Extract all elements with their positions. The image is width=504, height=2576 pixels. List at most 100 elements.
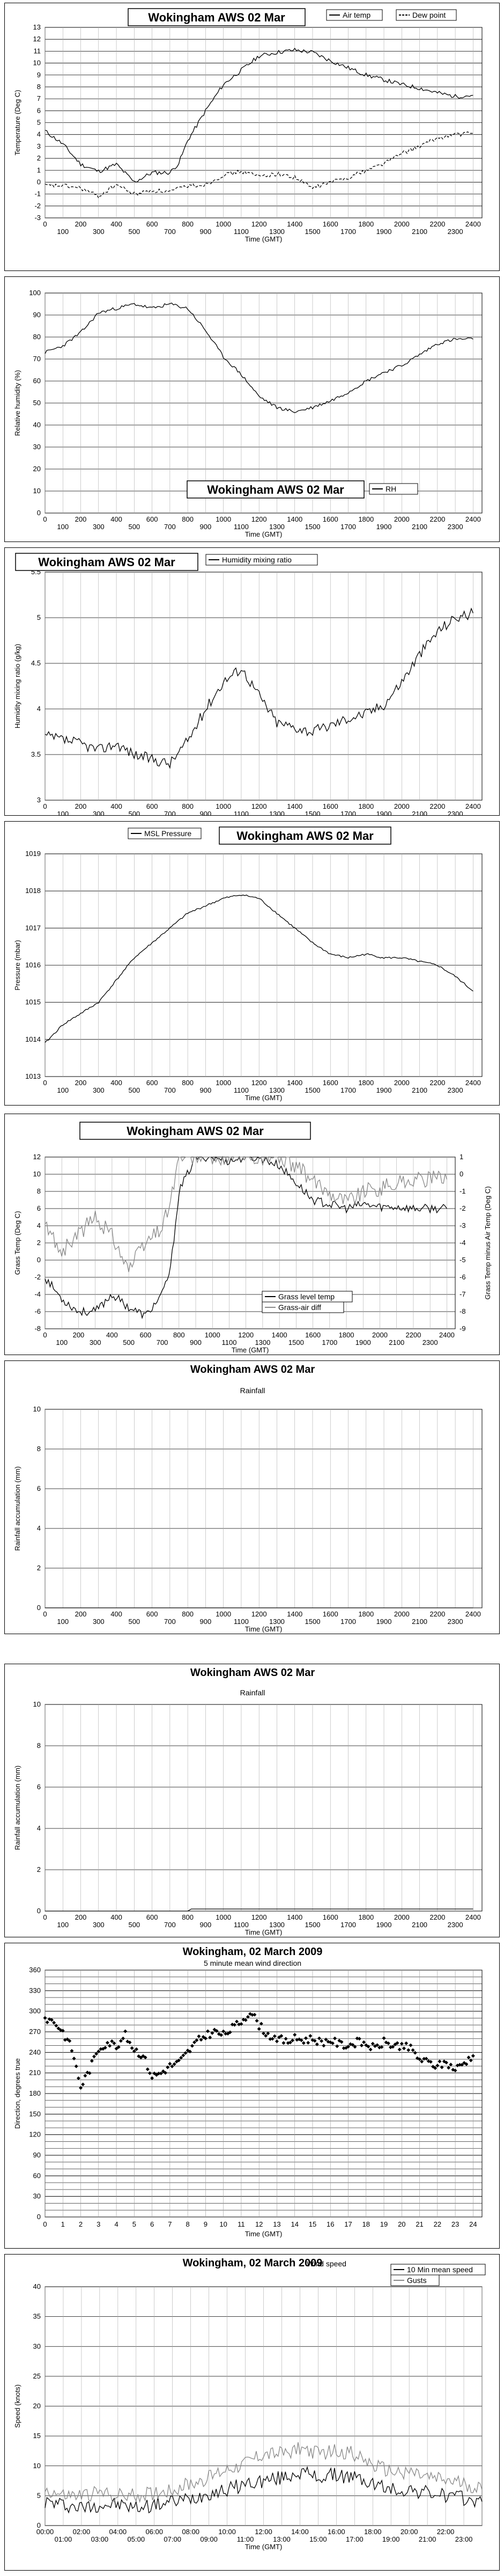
data-point [188, 2050, 192, 2054]
data-point [45, 2020, 49, 2024]
x-tick-label: 24 [469, 2220, 477, 2228]
chart-subtitle: Rainfall [240, 1688, 265, 1697]
data-point [52, 2021, 56, 2025]
x-tick-label: 17 [344, 2220, 352, 2228]
x-tick-label: 1700 [340, 523, 356, 531]
x-tick-label: 02:00 [73, 2528, 91, 2536]
y-tick-label: 2 [37, 1564, 41, 1572]
x-tick-label: 600 [146, 1079, 158, 1087]
y-tick-label: 30 [33, 2342, 41, 2350]
x-tick-label: 800 [182, 1610, 194, 1618]
data-point [313, 2039, 317, 2043]
data-point [128, 2040, 132, 2045]
data-point [370, 2041, 375, 2046]
x-tick-label: 900 [200, 1086, 212, 1094]
data-point [152, 2071, 157, 2075]
y-tick-label: 7 [37, 94, 41, 103]
data-point [404, 2041, 409, 2045]
data-point [397, 2047, 402, 2052]
x-tick-label: 1500 [305, 228, 321, 236]
x-tick-label: 700 [164, 1086, 176, 1094]
x-tick-label: 18 [362, 2220, 370, 2228]
data-point [181, 2053, 186, 2058]
data-point [253, 2012, 257, 2017]
legend-label: Gusts [407, 2276, 427, 2285]
data-point [239, 2022, 243, 2026]
x-tick-label: 800 [182, 1079, 194, 1087]
data-point [174, 2060, 179, 2064]
plot-area [45, 1409, 483, 1608]
data-point [471, 2054, 475, 2058]
x-tick-label: 800 [182, 515, 194, 523]
x-tick-label: 2400 [465, 1913, 481, 1921]
x-axis-label: Time (GMT) [232, 1346, 269, 1354]
y-tick-label: 0 [37, 2521, 41, 2529]
data-point [326, 2039, 330, 2044]
chart-panel-9: 0 5 10 15 20 25 30 35 40 00:00 02:00 04:00 06:00 08:0… [4, 2254, 500, 2571]
x-tick-label: 500 [128, 1618, 140, 1626]
chart-panel-6: 0 2 4 6 8 10 0 200 400 600 800 1000 1200 1400 1600 1800… [4, 1360, 500, 1634]
x-tick-label: 17:00 [346, 2535, 364, 2543]
data-point [435, 2063, 440, 2068]
x-tick-label: 1900 [376, 810, 392, 815]
x-tick-label: 300 [93, 1086, 105, 1094]
x-tick-label: 100 [57, 1921, 69, 1929]
x-tick-label: 100 [57, 810, 69, 815]
x-tick-label: 100 [57, 1618, 69, 1626]
x-tick-label: 2000 [394, 1610, 410, 1618]
x-tick-label: 08:00 [182, 2528, 199, 2536]
legend-label: Grass-air diff [278, 1303, 321, 1312]
y2-tick-label: -4 [459, 1239, 466, 1247]
x-tick-label: 2300 [448, 228, 463, 236]
x-axis-label: Time (GMT) [245, 2543, 283, 2551]
y-tick-label: 0 [37, 178, 41, 186]
y-tick-label: 1018 [25, 887, 41, 895]
x-tick-label: 23 [451, 2220, 459, 2228]
data-point [49, 2018, 54, 2022]
y-tick-label: -2 [34, 1273, 41, 1281]
data-point [270, 2037, 275, 2041]
y-tick-label: 8 [37, 1187, 41, 1195]
data-point [63, 2038, 67, 2042]
x-tick-label: 1200 [251, 1610, 267, 1618]
x-tick-label: 400 [110, 1913, 122, 1921]
x-tick-label: 2400 [465, 802, 481, 810]
x-tick-label: 1800 [358, 802, 374, 810]
x-tick-label: 700 [157, 1338, 168, 1346]
x-tick-label: 2200 [429, 515, 445, 523]
series-line [45, 2442, 483, 2504]
data-point [81, 2082, 85, 2087]
data-point [116, 2045, 121, 2049]
y-axis-label: Rainfall accumulation (mm) [13, 1766, 21, 1850]
data-point [284, 2037, 288, 2041]
data-point [391, 2045, 395, 2049]
chart-panel-2: 0 10 20 30 40 50 60 70 80 90 100 0 200 400 600 800 1000 1… [4, 276, 500, 542]
data-point [438, 2059, 442, 2063]
x-tick-label: 2200 [429, 1079, 445, 1087]
x-tick-label: 1400 [287, 1079, 302, 1087]
chart-subtitle: Rainfall [240, 1386, 265, 1395]
x-tick-label: 1300 [269, 228, 285, 236]
y-tick-label: 2 [37, 154, 41, 162]
x-tick-label: 2400 [439, 1331, 455, 1339]
x-tick-label: 900 [200, 523, 212, 531]
x-tick-label: 21 [416, 2220, 423, 2228]
y-tick-label: 5 [37, 2491, 41, 2499]
x-tick-label: 0 [43, 220, 47, 228]
x-tick-label: 1700 [340, 1921, 356, 1929]
x-tick-label: 23:00 [455, 2535, 473, 2543]
x-tick-label: 1100 [234, 1921, 249, 1929]
data-point [159, 2071, 163, 2075]
x-tick-label: 1800 [358, 220, 374, 228]
x-tick-label: 1300 [269, 1618, 285, 1626]
x-tick-label: 2000 [394, 220, 410, 228]
x-tick-label: 13 [273, 2220, 280, 2228]
data-point [255, 2018, 259, 2023]
y-tick-label: 12 [33, 1153, 41, 1161]
y-tick-label: 6 [37, 1204, 41, 1212]
data-point [210, 2031, 214, 2035]
y-tick-label: 5 [37, 613, 41, 621]
x-tick-label: 2400 [465, 1079, 481, 1087]
x-axis-label: Time (GMT) [245, 2230, 283, 2238]
x-tick-label: 1700 [340, 228, 356, 236]
